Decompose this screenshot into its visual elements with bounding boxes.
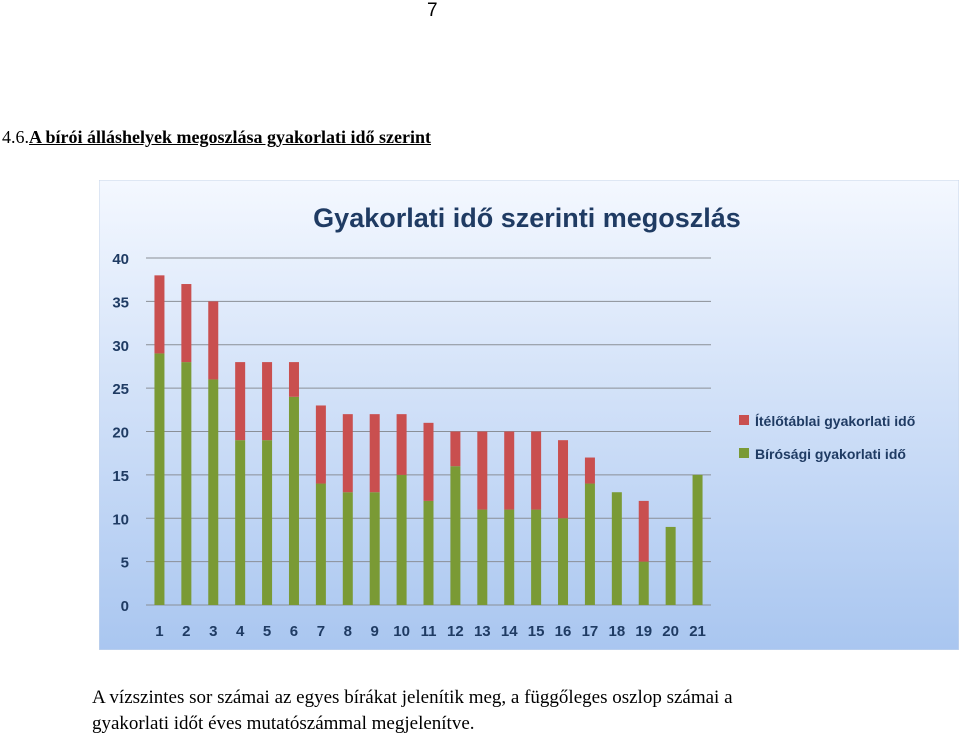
x-tick-label: 21: [689, 623, 706, 640]
bar-segment-birosagi: [235, 440, 246, 605]
y-tick-label: 30: [112, 338, 129, 355]
section-title: A bírói álláshelyek megoszlása gyakorlat…: [29, 127, 431, 147]
y-tick-label: 35: [112, 294, 129, 311]
bar-segment-birosagi: [558, 518, 569, 605]
y-tick-label: 10: [112, 511, 129, 528]
bar-segment-birosagi: [181, 362, 192, 605]
caption-line-2: gyakorlati időt éves mutatószámmal megje…: [92, 713, 475, 734]
stacked-bar-chart: Gyakorlati idő szerinti megoszlás 0 5 10 15…: [99, 180, 959, 650]
bar-segment-birosagi: [315, 483, 326, 605]
x-tick-label: 3: [209, 623, 217, 640]
x-tick-label: 9: [371, 623, 379, 640]
legend-label: Ítélőtáblai gyakorlati idő: [755, 413, 915, 429]
y-tick-label: 15: [112, 468, 129, 485]
legend-swatch: [739, 448, 749, 458]
chart-canvas: Gyakorlati idő szerinti megoszlás 051015…: [99, 180, 959, 650]
bar-segment-birosagi: [504, 509, 515, 605]
x-tick-label: 7: [317, 623, 325, 640]
x-tick-label: 10: [393, 623, 410, 640]
bar-segment-iteltotablai: [181, 284, 192, 363]
bar-segment-iteltotablai: [154, 275, 165, 354]
chart-title: Gyakorlati idő szerinti megoszlás: [313, 203, 741, 233]
y-tick-label: 0: [121, 598, 129, 615]
x-tick-label: 5: [263, 623, 271, 640]
x-tick-label: 11: [421, 623, 437, 640]
y-tick-label: 5: [121, 555, 129, 572]
bar-segment-iteltotablai: [288, 362, 299, 397]
section-heading: 4.6.A bírói álláshelyek megoszlása gyako…: [2, 127, 431, 148]
bar-segment-birosagi: [396, 474, 407, 605]
bar-segment-iteltotablai: [531, 431, 542, 510]
x-tick-label: 12: [447, 623, 464, 640]
bar-segment-birosagi: [450, 466, 461, 605]
bar-segment-birosagi: [665, 526, 676, 605]
bar-segment-iteltotablai: [423, 422, 434, 501]
bar-segment-iteltotablai: [208, 301, 219, 380]
bar-segment-birosagi: [342, 492, 353, 605]
caption-line-1: A vízszintes sor számai az egyes bírákat…: [92, 687, 733, 708]
x-tick-label: 6: [290, 623, 298, 640]
legend-label: Bírósági gyakorlati idő: [755, 446, 906, 462]
bar-segment-iteltotablai: [235, 362, 246, 441]
y-tick-label: 40: [112, 251, 129, 268]
bar-segment-birosagi: [154, 353, 165, 605]
bar-segment-iteltotablai: [369, 414, 380, 493]
bar-segment-iteltotablai: [342, 414, 353, 493]
x-tick-label: 16: [555, 623, 572, 640]
bar-segment-birosagi: [477, 509, 488, 605]
bar-segment-birosagi: [423, 500, 434, 605]
bar-segment-iteltotablai: [477, 431, 488, 510]
bar-segment-iteltotablai: [396, 414, 407, 475]
x-tick-label: 20: [662, 623, 679, 640]
bar-segment-iteltotablai: [315, 405, 326, 484]
bar-segment-iteltotablai: [450, 431, 461, 467]
bar-segment-birosagi: [369, 492, 380, 605]
y-tick-label: 25: [112, 381, 129, 398]
legend-swatch: [739, 415, 749, 425]
bar-segment-iteltotablai: [584, 457, 595, 484]
bar-segment-iteltotablai: [262, 362, 273, 441]
x-tick-label: 4: [236, 623, 245, 640]
x-tick-label: 19: [635, 623, 652, 640]
chart-caption: A vízszintes sor számai az egyes bírákat…: [92, 685, 922, 737]
bar-segment-birosagi: [611, 492, 622, 605]
bar-segment-birosagi: [638, 561, 649, 605]
section-number: 4.6.: [2, 127, 29, 147]
x-tick-label: 17: [582, 623, 599, 640]
x-tick-label: 2: [182, 623, 190, 640]
bar-segment-birosagi: [584, 483, 595, 605]
bar-segment-birosagi: [692, 474, 703, 605]
bar-segment-iteltotablai: [638, 500, 649, 562]
x-tick-label: 18: [608, 623, 625, 640]
bar-segment-birosagi: [531, 509, 542, 605]
x-tick-label: 8: [344, 623, 352, 640]
bar-segment-birosagi: [288, 396, 299, 605]
bar-segment-iteltotablai: [504, 431, 515, 510]
bar-segment-birosagi: [208, 379, 219, 605]
bar-segment-iteltotablai: [558, 440, 569, 519]
bar-segment-birosagi: [262, 440, 273, 605]
y-tick-label: 20: [112, 425, 129, 442]
page-number: 7: [427, 0, 438, 21]
x-tick-label: 14: [501, 623, 518, 640]
x-tick-label: 1: [155, 623, 163, 640]
x-tick-label: 15: [528, 623, 545, 640]
x-tick-label: 13: [474, 623, 491, 640]
